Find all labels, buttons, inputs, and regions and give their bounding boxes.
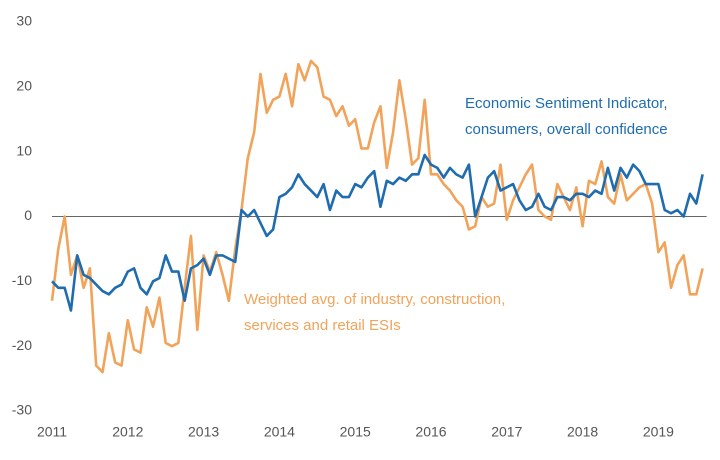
x-tick-label: 2018 [567, 424, 598, 440]
x-tick-label: 2014 [264, 424, 295, 440]
y-tick-label: 20 [16, 78, 32, 94]
y-tick-label: 0 [24, 207, 32, 223]
annotation: Weighted avg. of industry, construction, [244, 291, 505, 308]
x-tick-label: 2012 [112, 424, 143, 440]
annotation: consumers, overall confidence [465, 121, 668, 138]
x-tick-label: 2015 [340, 424, 371, 440]
x-tick-label: 2013 [188, 424, 219, 440]
series-line [50, 59, 704, 374]
y-tick-label: 10 [16, 142, 32, 158]
x-tick-label: 2019 [643, 424, 674, 440]
x-tick-label: 2016 [415, 424, 446, 440]
series-line [51, 153, 704, 312]
y-tick-label: -20 [12, 337, 32, 353]
annotation: Economic Sentiment Indicator, [465, 95, 668, 112]
y-tick-label: -30 [12, 402, 32, 418]
y-tick-label: -10 [12, 272, 32, 288]
x-tick-label: 2017 [491, 424, 522, 440]
y-tick-label: 30 [16, 13, 32, 29]
x-tick-label: 2011 [37, 424, 67, 440]
annotation: services and retail ESIs [244, 317, 401, 334]
